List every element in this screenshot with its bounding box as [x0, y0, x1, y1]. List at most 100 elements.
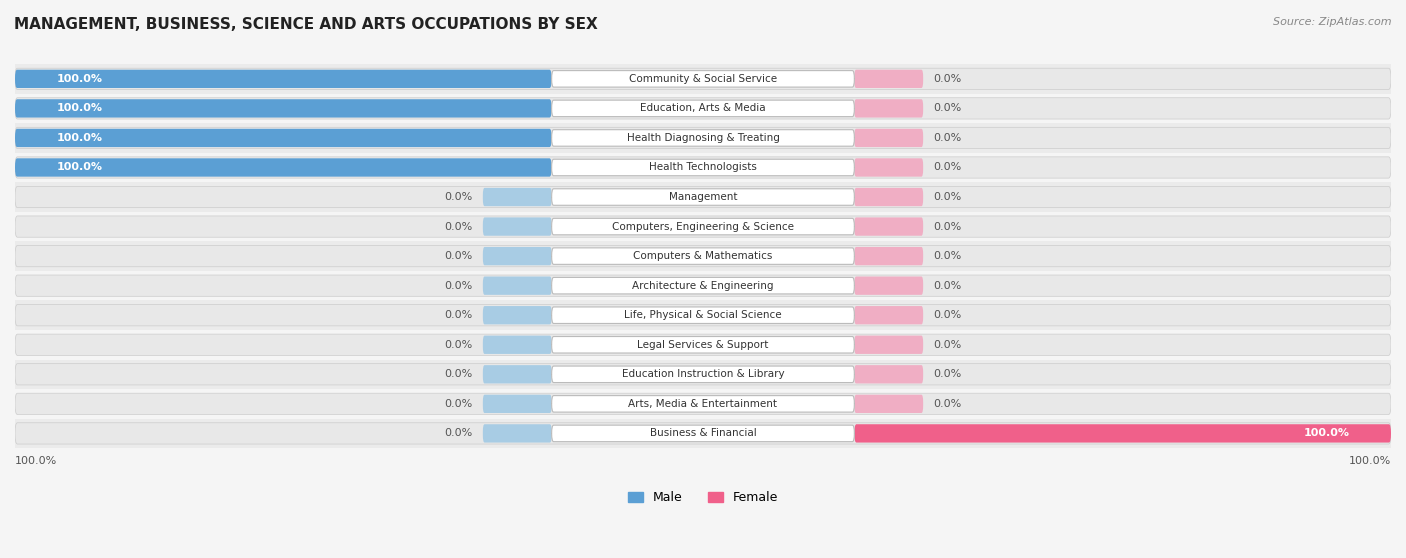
FancyBboxPatch shape [551, 71, 855, 87]
Text: 0.0%: 0.0% [444, 340, 472, 350]
Text: MANAGEMENT, BUSINESS, SCIENCE AND ARTS OCCUPATIONS BY SEX: MANAGEMENT, BUSINESS, SCIENCE AND ARTS O… [14, 17, 598, 32]
Bar [15, 271, 1391, 300]
FancyBboxPatch shape [15, 364, 1391, 385]
Text: 100.0%: 100.0% [1303, 429, 1350, 439]
Bar [15, 330, 1391, 359]
FancyBboxPatch shape [15, 305, 1391, 326]
FancyBboxPatch shape [855, 335, 924, 354]
Bar [15, 182, 1391, 212]
Text: Arts, Media & Entertainment: Arts, Media & Entertainment [628, 399, 778, 409]
FancyBboxPatch shape [551, 307, 855, 324]
Bar [15, 418, 1391, 448]
FancyBboxPatch shape [15, 423, 1391, 444]
Text: 100.0%: 100.0% [1348, 456, 1391, 466]
Bar [15, 123, 1391, 153]
Text: 100.0%: 100.0% [56, 133, 103, 143]
FancyBboxPatch shape [482, 424, 551, 442]
FancyBboxPatch shape [15, 275, 1391, 296]
Text: Source: ZipAtlas.com: Source: ZipAtlas.com [1274, 17, 1392, 27]
FancyBboxPatch shape [15, 157, 1391, 178]
Text: 0.0%: 0.0% [444, 222, 472, 232]
FancyBboxPatch shape [855, 99, 924, 118]
FancyBboxPatch shape [15, 70, 551, 88]
Text: 0.0%: 0.0% [444, 192, 472, 202]
FancyBboxPatch shape [15, 68, 1391, 89]
FancyBboxPatch shape [855, 395, 924, 413]
FancyBboxPatch shape [482, 335, 551, 354]
FancyBboxPatch shape [855, 277, 924, 295]
Bar [15, 64, 1391, 94]
Bar [15, 153, 1391, 182]
Text: Education Instruction & Library: Education Instruction & Library [621, 369, 785, 379]
Text: 0.0%: 0.0% [934, 399, 962, 409]
Bar [15, 94, 1391, 123]
Text: 0.0%: 0.0% [934, 103, 962, 113]
FancyBboxPatch shape [482, 218, 551, 235]
Text: 0.0%: 0.0% [934, 74, 962, 84]
FancyBboxPatch shape [482, 395, 551, 413]
FancyBboxPatch shape [551, 189, 855, 205]
FancyBboxPatch shape [15, 98, 1391, 119]
Legend: Male, Female: Male, Female [623, 486, 783, 509]
Text: Computers, Engineering & Science: Computers, Engineering & Science [612, 222, 794, 232]
Text: Legal Services & Support: Legal Services & Support [637, 340, 769, 350]
Text: 0.0%: 0.0% [934, 133, 962, 143]
Text: 0.0%: 0.0% [934, 369, 962, 379]
FancyBboxPatch shape [855, 365, 924, 383]
Text: 0.0%: 0.0% [934, 251, 962, 261]
Bar [15, 359, 1391, 389]
FancyBboxPatch shape [551, 336, 855, 353]
FancyBboxPatch shape [15, 158, 551, 177]
FancyBboxPatch shape [855, 188, 924, 206]
Text: Computers & Mathematics: Computers & Mathematics [633, 251, 773, 261]
FancyBboxPatch shape [15, 334, 1391, 355]
FancyBboxPatch shape [482, 365, 551, 383]
Text: Life, Physical & Social Science: Life, Physical & Social Science [624, 310, 782, 320]
Text: 100.0%: 100.0% [56, 162, 103, 172]
Text: Management: Management [669, 192, 737, 202]
FancyBboxPatch shape [551, 366, 855, 383]
FancyBboxPatch shape [551, 396, 855, 412]
Text: 0.0%: 0.0% [934, 222, 962, 232]
Text: 0.0%: 0.0% [444, 310, 472, 320]
FancyBboxPatch shape [551, 100, 855, 117]
FancyBboxPatch shape [855, 424, 1391, 442]
Bar [15, 300, 1391, 330]
FancyBboxPatch shape [15, 129, 551, 147]
FancyBboxPatch shape [855, 129, 924, 147]
FancyBboxPatch shape [551, 218, 855, 235]
Text: 0.0%: 0.0% [934, 192, 962, 202]
Text: 100.0%: 100.0% [15, 456, 58, 466]
FancyBboxPatch shape [551, 129, 855, 146]
FancyBboxPatch shape [855, 70, 924, 88]
FancyBboxPatch shape [551, 425, 855, 441]
Text: Business & Financial: Business & Financial [650, 429, 756, 439]
Bar [15, 389, 1391, 418]
FancyBboxPatch shape [855, 306, 924, 324]
Text: Education, Arts & Media: Education, Arts & Media [640, 103, 766, 113]
FancyBboxPatch shape [15, 393, 1391, 415]
FancyBboxPatch shape [15, 99, 551, 118]
FancyBboxPatch shape [482, 277, 551, 295]
FancyBboxPatch shape [15, 216, 1391, 237]
Text: 0.0%: 0.0% [444, 429, 472, 439]
FancyBboxPatch shape [551, 159, 855, 176]
FancyBboxPatch shape [855, 247, 924, 265]
FancyBboxPatch shape [855, 218, 924, 235]
Text: 0.0%: 0.0% [444, 281, 472, 291]
Text: Health Technologists: Health Technologists [650, 162, 756, 172]
Text: 0.0%: 0.0% [444, 399, 472, 409]
FancyBboxPatch shape [482, 247, 551, 265]
FancyBboxPatch shape [15, 186, 1391, 208]
FancyBboxPatch shape [15, 246, 1391, 267]
Text: 0.0%: 0.0% [444, 369, 472, 379]
Bar [15, 212, 1391, 242]
Text: 0.0%: 0.0% [444, 251, 472, 261]
FancyBboxPatch shape [482, 306, 551, 324]
Text: 0.0%: 0.0% [934, 310, 962, 320]
Text: Architecture & Engineering: Architecture & Engineering [633, 281, 773, 291]
Text: Health Diagnosing & Treating: Health Diagnosing & Treating [627, 133, 779, 143]
Bar [15, 242, 1391, 271]
FancyBboxPatch shape [551, 248, 855, 264]
Text: 0.0%: 0.0% [934, 340, 962, 350]
